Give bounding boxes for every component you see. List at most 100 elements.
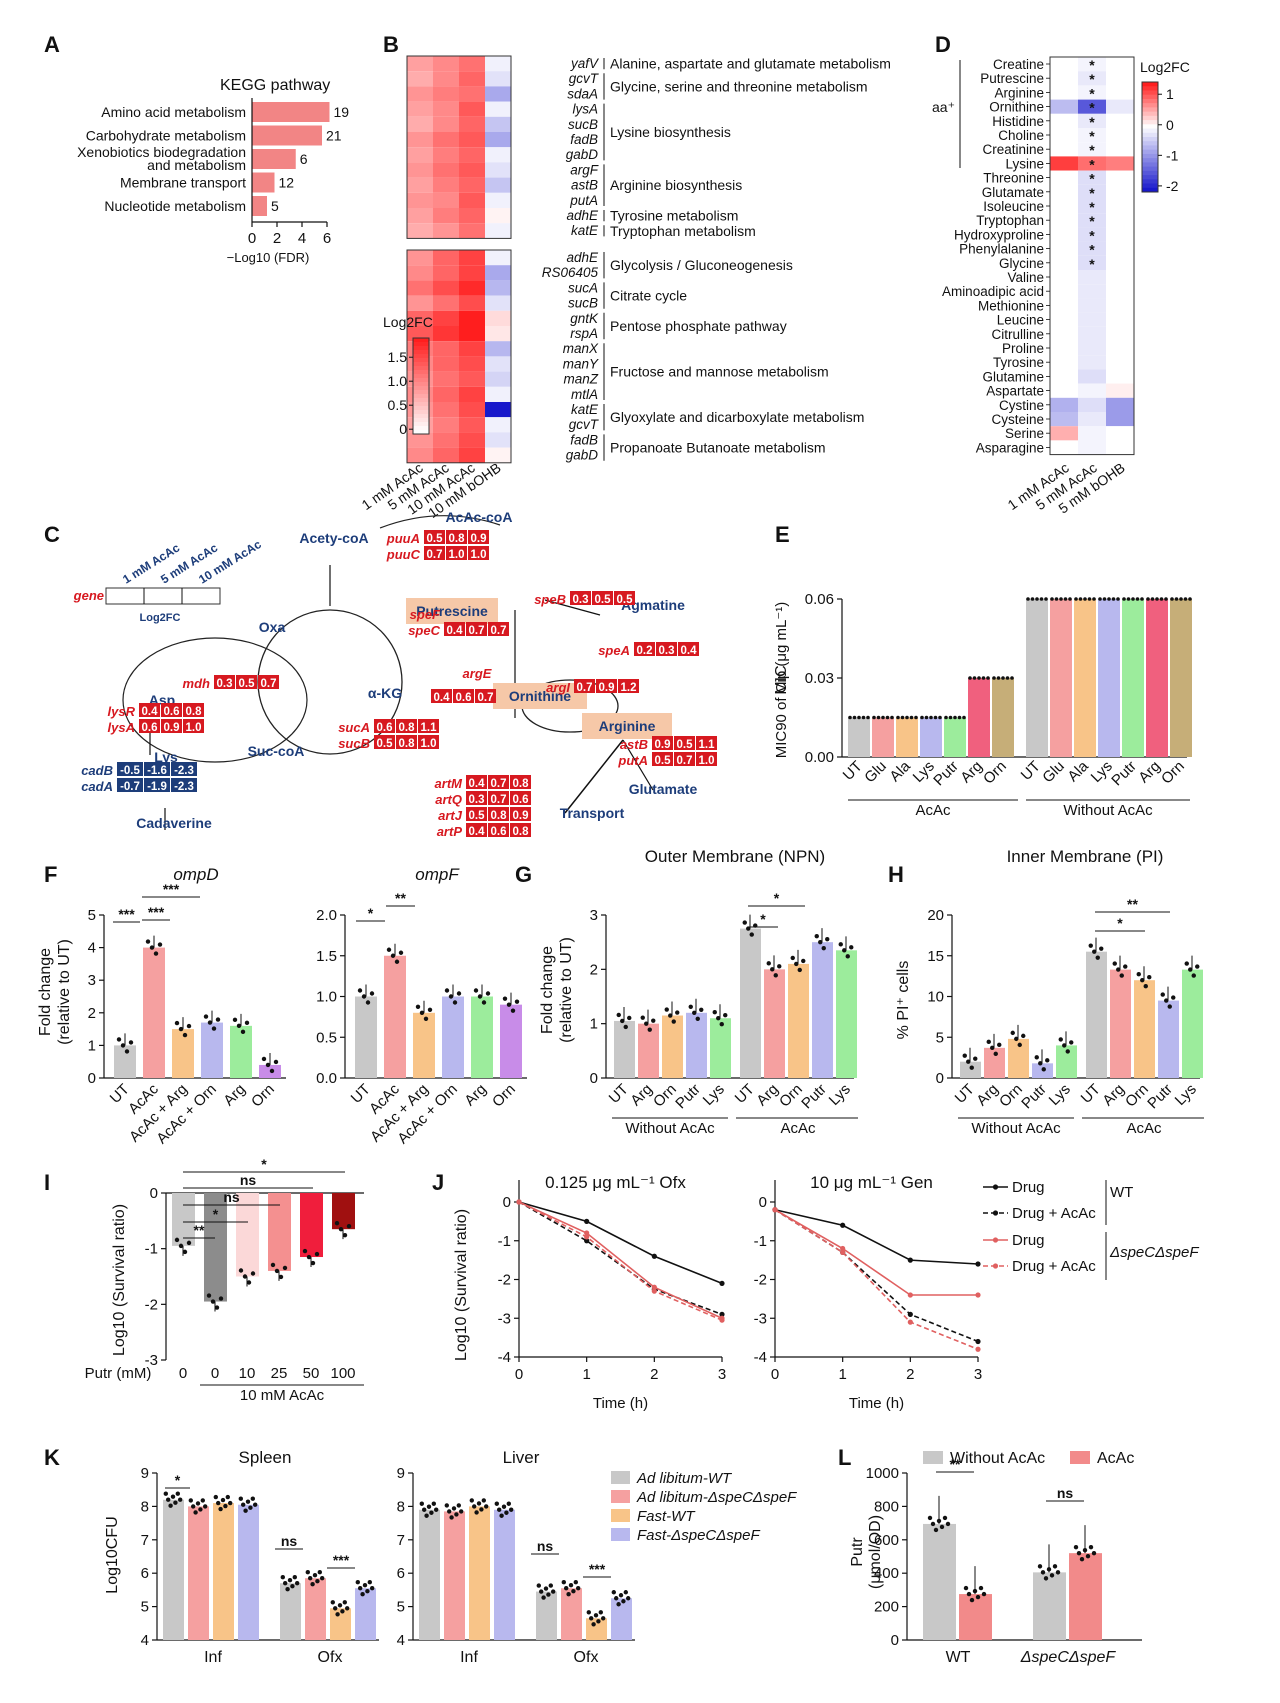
data-point [168,1503,173,1508]
heatmap-cell [485,265,511,281]
heatmap-cell [459,447,485,463]
legend-gradient-step [413,366,429,371]
significance-star: * [1089,114,1095,130]
data-point [501,1504,507,1509]
data-point [357,988,363,993]
data-point [966,1591,972,1597]
data-point [647,1027,652,1032]
gene-value-chip [466,775,487,789]
timecourse-series [774,1208,979,1265]
timecourse-title: 10 μg mL⁻¹ Gen [810,1173,933,1192]
legend-tick-label: 0 [399,421,407,437]
data-point [933,1527,939,1533]
data-point [218,1506,223,1512]
data-point [852,715,857,720]
gene-label: argF [570,162,599,177]
putr-label: Putr (mM) [85,1365,152,1382]
timecourse-y-label: Log10 (Survival ratio) [453,1209,470,1361]
heatmap-cell [1078,341,1106,356]
heatmap-cell [1078,270,1106,285]
gene-value-label: -2.3 [174,781,194,793]
timecourse-series [518,1201,723,1285]
gene-value-chip [488,775,509,789]
metabolite-label: Leucine [997,313,1044,328]
metabolite-label: Asparagine [976,440,1044,455]
significance-star: * [1089,213,1095,229]
omp-bar [201,1022,223,1078]
timecourse-series [774,1209,979,1350]
legend-tick-label: -1 [1166,147,1179,163]
survival-tick-label: -2 [145,1296,158,1313]
legend-gradient-step [1142,107,1158,113]
data-point [742,920,747,925]
metabolite-box-put [406,598,498,624]
npn-group-label: AcAc [780,1120,816,1137]
data-point [394,959,400,964]
gene-label: gabD [566,147,599,162]
heatmap-cell [1050,85,1078,100]
data-point [1026,597,1030,601]
kegg-tick-label: 2 [273,230,281,247]
data-point [390,953,396,958]
omp-bar [500,1004,522,1078]
significance-star: * [1089,57,1095,73]
data-point [536,1583,541,1588]
gene-value-label: 0.6 [377,722,393,734]
npn-tick-label: 0 [590,1070,598,1087]
data-point [1073,1544,1079,1550]
data-point [977,676,981,680]
gene-label: sucA [568,280,598,295]
gene-label: sucB [568,117,598,132]
cfu-tick-label: 5 [141,1599,149,1616]
heatmap-cell [1050,298,1078,313]
heatmap-cell [1106,383,1134,398]
putr-tick-label: 200 [874,1599,899,1616]
mic-group-label: AcAc [915,802,951,819]
data-point [571,1589,576,1594]
mic-category-label: Orn [980,758,1010,788]
data-point [699,1007,704,1012]
gene-value-chip [396,735,417,749]
cfu-group-label: Inf [204,1649,222,1666]
metabolite-trans: Transport [560,805,625,821]
heatmap-cell [407,310,433,326]
panel-label: G [515,862,532,887]
heatmap-cell [459,326,485,342]
timecourse-point [907,1319,913,1325]
omp-bar [442,996,464,1078]
omp-tick-label: 1.0 [316,989,337,1006]
heatmap-cell [1106,426,1134,441]
heatmap-cell [485,341,511,357]
putr-tick-label: 0 [891,1632,899,1649]
gene-value-label: -0.5 [120,765,140,777]
kegg-category-label: and metabolism [147,157,246,173]
gene-value-label: 0.7 [469,625,485,637]
data-point [712,1010,717,1015]
metabolite-acac: AcAc-coA [446,509,513,525]
data-point [845,954,850,959]
gene-value-label: 0.8 [186,706,203,718]
survival-tick-label: -3 [145,1352,158,1369]
npn-category-label: Arg [753,1081,782,1110]
gene-value-label: 0.5 [239,678,256,690]
mic-bar [992,678,1014,757]
data-point [128,1040,134,1045]
data-point [1058,1037,1063,1042]
data-point [1045,1058,1050,1063]
gene-value-label: 0.7 [261,678,277,690]
gene-value-chip [431,689,452,703]
metabolite-label: Choline [998,128,1044,143]
omp-category-label: Arg [220,1081,249,1110]
gene-value-chip [236,675,257,689]
gene-value-label: 0.3 [659,645,675,657]
metabolite-label: Creatinine [982,142,1044,157]
heatmap-cell [1106,298,1134,313]
data-point [216,1500,221,1506]
metabolite-arg: Arginine [599,718,656,734]
pi-category-label: Lys [1172,1081,1200,1109]
legend-gradient-step [1142,170,1158,176]
cfu-bar [163,1499,184,1640]
data-point [182,1032,188,1038]
cfu-group-label: Ofx [318,1649,343,1666]
